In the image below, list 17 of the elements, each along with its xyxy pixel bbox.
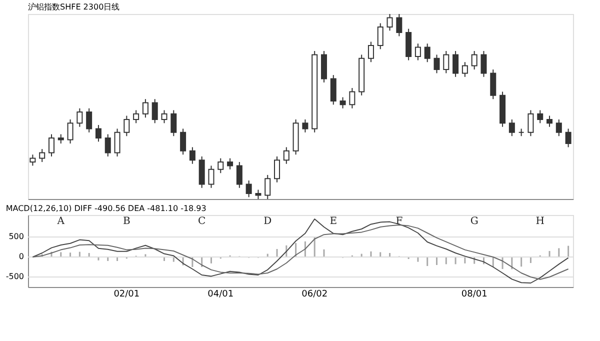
x-tick-label: 08/01 (461, 290, 488, 300)
annotation: B (122, 216, 130, 227)
annotation: F (396, 216, 403, 227)
x-tick-label: 02/01 (114, 290, 140, 300)
x-tick-label: 04/01 (208, 290, 234, 300)
annotation: A (56, 216, 66, 227)
y-tick-label: 500 (8, 232, 24, 241)
annotation: C (198, 216, 206, 227)
y-tick-label: 0 (18, 252, 24, 261)
chart-title: 沪铝指数SHFE 2300日线 (28, 2, 120, 12)
chart-title: MACD(12,26,10) DIFF -490.56 DEA -481.10 -18.93 (6, 204, 206, 213)
y-tick-label: -500 (6, 272, 24, 281)
annotation: D (264, 216, 272, 227)
x-tick-label: 06/02 (302, 290, 328, 300)
annotation: E (330, 216, 338, 227)
annotation: H (536, 216, 545, 227)
annotation: G (470, 216, 478, 227)
